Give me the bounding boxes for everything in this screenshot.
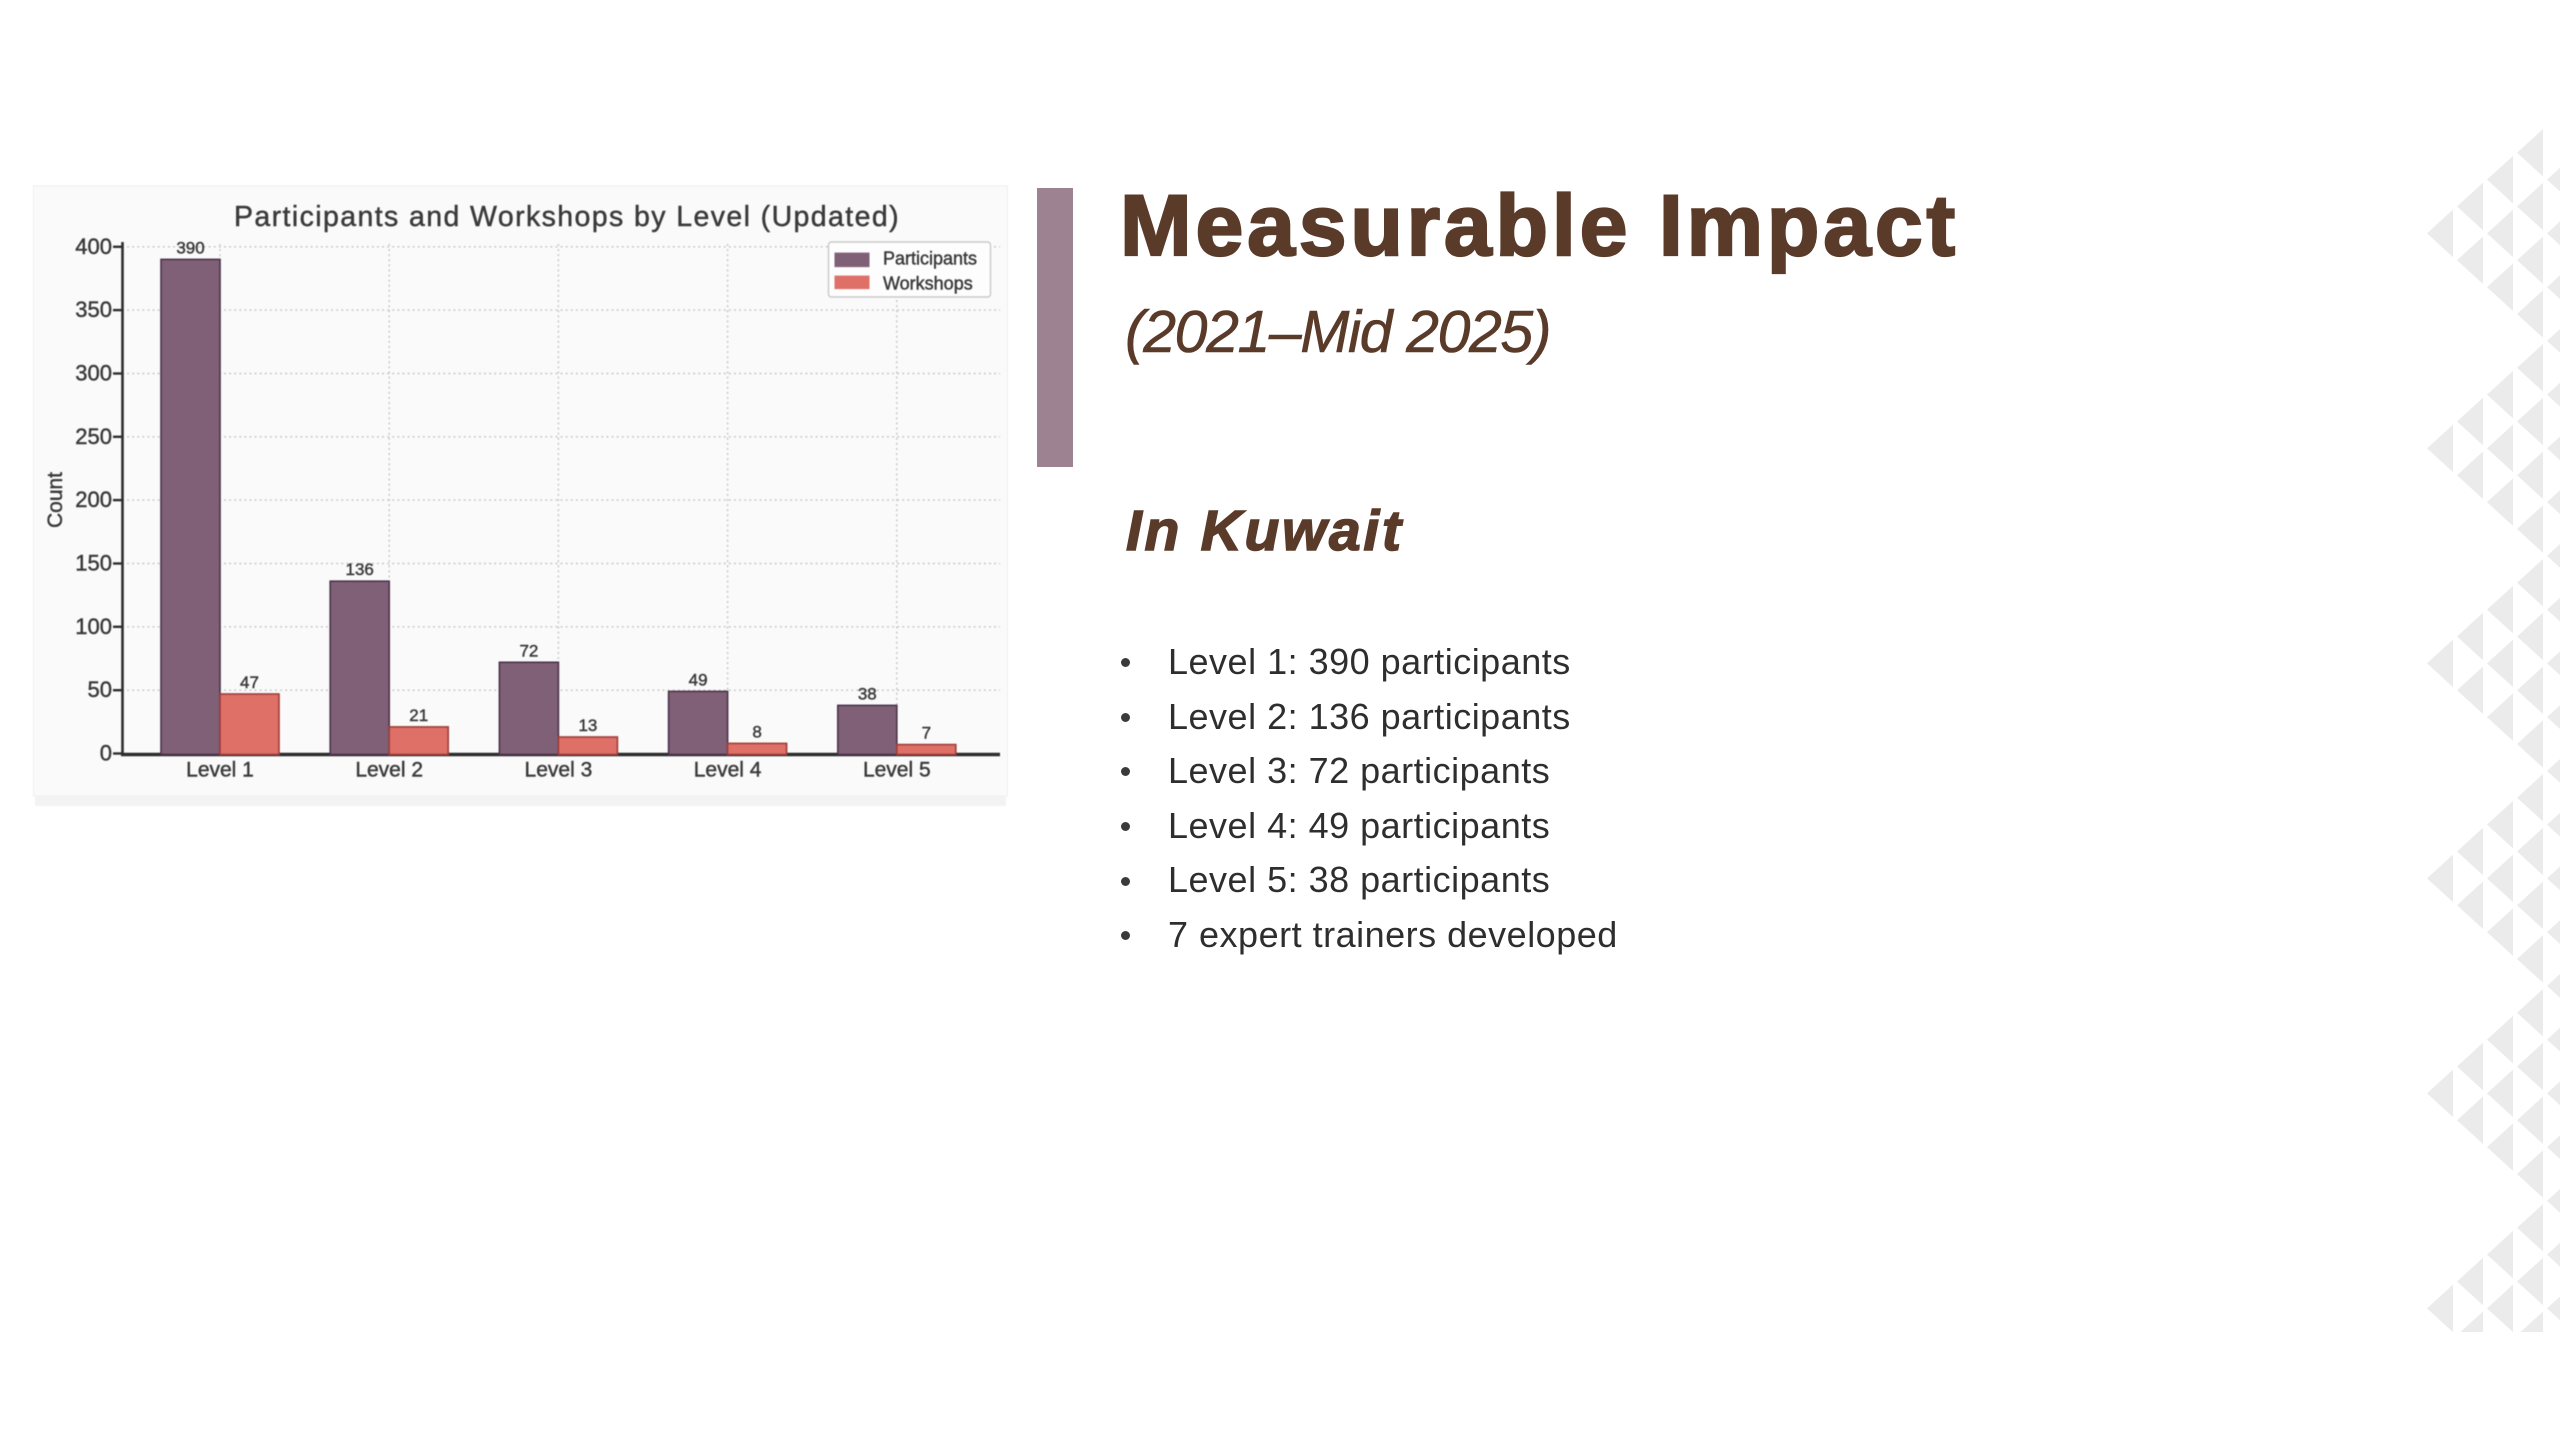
svg-text:Participants and Workshops by: Participants and Workshops by Level (Upd… — [234, 201, 900, 233]
svg-text:390: 390 — [176, 238, 204, 257]
svg-text:49: 49 — [689, 670, 708, 689]
svg-text:250: 250 — [75, 424, 112, 449]
svg-text:Level 4: Level 4 — [694, 759, 762, 782]
svg-text:Level 3: Level 3 — [525, 759, 593, 782]
svg-text:72: 72 — [519, 641, 538, 660]
svg-text:Level 2: Level 2 — [355, 759, 423, 782]
svg-text:200: 200 — [75, 487, 112, 512]
svg-text:8: 8 — [752, 722, 761, 741]
svg-text:38: 38 — [858, 684, 877, 703]
svg-text:Participants: Participants — [883, 249, 977, 269]
svg-text:400: 400 — [75, 234, 112, 259]
svg-text:13: 13 — [578, 716, 597, 735]
svg-text:Count: Count — [44, 472, 67, 528]
svg-text:350: 350 — [75, 297, 112, 322]
svg-text:Level 5: Level 5 — [863, 759, 931, 782]
svg-text:100: 100 — [75, 614, 112, 639]
svg-text:136: 136 — [346, 560, 374, 579]
svg-text:300: 300 — [75, 361, 112, 386]
svg-text:0: 0 — [100, 741, 112, 766]
svg-text:47: 47 — [240, 673, 259, 692]
svg-text:50: 50 — [88, 677, 112, 702]
svg-text:7: 7 — [922, 724, 931, 743]
svg-text:21: 21 — [409, 706, 428, 725]
svg-text:Level 1: Level 1 — [186, 759, 254, 782]
svg-text:150: 150 — [75, 551, 112, 576]
svg-text:Workshops: Workshops — [883, 274, 973, 294]
